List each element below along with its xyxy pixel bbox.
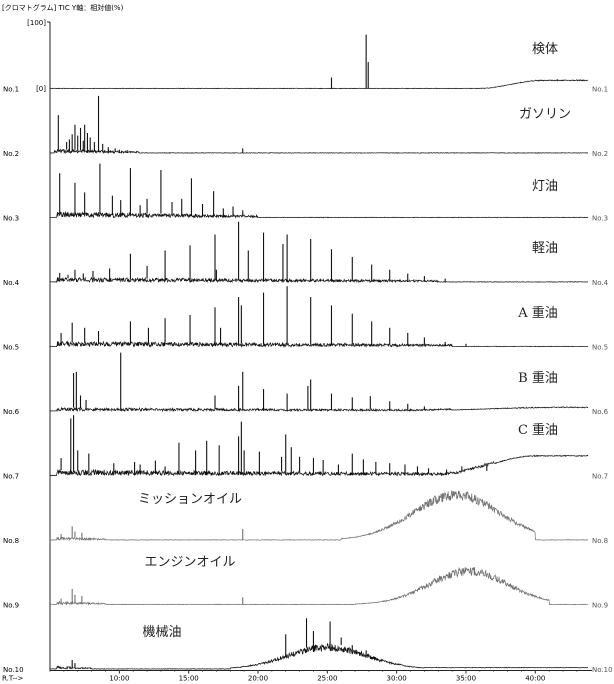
trace-line-no2: [49, 148, 589, 155]
x-tick-label: 30:00: [387, 675, 407, 683]
series-label-left: No.6: [3, 408, 20, 416]
x-tick-label: 25:00: [317, 675, 337, 683]
series-label-left: No.4: [3, 279, 20, 287]
chromatogram-header: [クロマトグラム] TIC Y軸：相対値(%): [2, 4, 124, 12]
chart-labels: No.1 No.1 No.2 No.2 No.3 No.3 No.4 No.4 No.5 No.5…: [3, 42, 613, 674]
series-label-right: No.8: [592, 537, 608, 545]
sample-name: 機械油: [142, 625, 181, 640]
trace-line-no6: [49, 406, 589, 413]
series-label-right: No.6: [592, 408, 609, 416]
series-label-left: No.10: [3, 666, 24, 674]
series-label-left: No.1: [3, 86, 19, 94]
trace-line-no5: [49, 340, 589, 348]
sample-name: ガソリン: [519, 107, 571, 122]
series-label-left: No.7: [3, 473, 19, 481]
x-axis-label: R.T-->: [2, 675, 24, 683]
series-label-right: No.3: [592, 215, 608, 223]
sample-name: C 重油: [518, 422, 558, 438]
series-label-left: No.2: [3, 150, 19, 158]
trace-line-no7: [49, 454, 589, 477]
sample-name: A 重油: [517, 305, 558, 321]
series-label-right: No.10: [592, 666, 613, 674]
sample-name: ミッションオイル: [138, 492, 242, 507]
series-label-right: No.5: [592, 344, 608, 352]
trace-line-no8: [49, 490, 589, 542]
chart-axes: [100] [0] 10:00 15:00 20:00 25:00 30:00 35:00 40…: [2, 19, 592, 683]
x-tick-label: 20:00: [248, 675, 268, 683]
y-axis-max-label: [100]: [27, 19, 46, 27]
trace-line-no9: [49, 567, 589, 606]
x-tick-label: 40:00: [525, 675, 545, 683]
x-tick-label: 35:00: [456, 675, 476, 683]
series-label-right: No.1: [592, 86, 608, 94]
series-label-right: No.4: [592, 279, 609, 287]
sample-name: B 重油: [518, 370, 558, 386]
series-label-left: No.3: [3, 215, 19, 223]
chart-traces: [49, 34, 589, 670]
series-label-left: No.5: [3, 344, 19, 352]
series-label-right: No.7: [592, 473, 608, 481]
sample-name: 灯油: [532, 179, 558, 194]
series-label-right: No.2: [592, 150, 608, 158]
series-label-right: No.9: [592, 602, 608, 610]
x-tick-label: 15:00: [179, 675, 199, 683]
trace-line-no1: [49, 79, 589, 90]
trace-line-no4: [49, 276, 589, 284]
series-label-left: No.8: [3, 537, 19, 545]
y-axis-min-label: [0]: [36, 85, 46, 93]
x-tick-label: 10:00: [109, 675, 129, 683]
trace-line-no3: [49, 210, 589, 219]
sample-name: エンジンオイル: [144, 555, 235, 570]
sample-name: 軽油: [532, 241, 558, 256]
series-label-left: No.9: [3, 602, 19, 610]
sample-name: 検体: [532, 42, 558, 57]
trace-line-no10: [49, 642, 589, 670]
